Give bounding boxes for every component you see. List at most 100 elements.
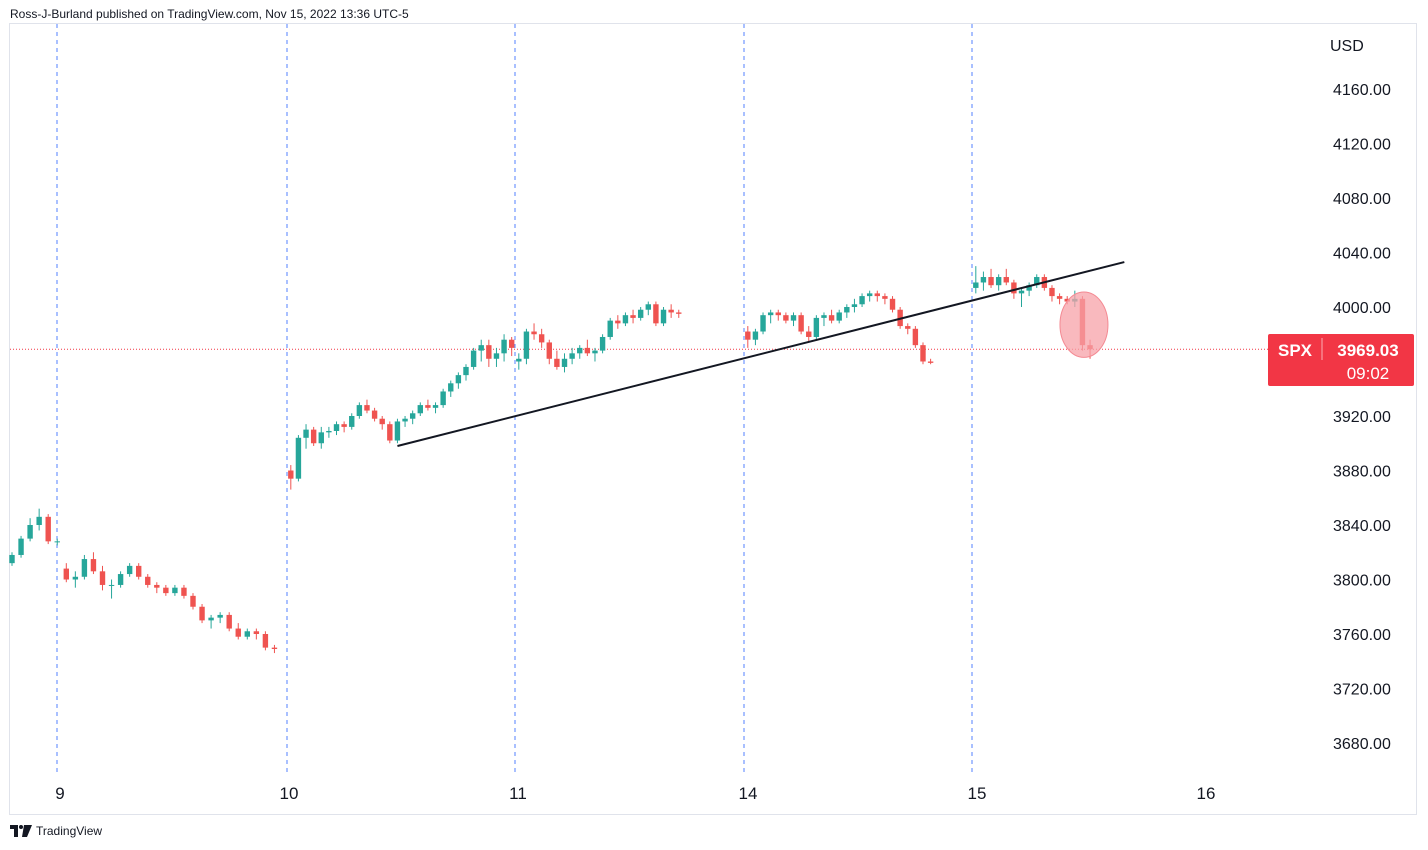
candle-body — [72, 576, 79, 580]
candle-body — [486, 345, 492, 359]
candle-body — [310, 429, 317, 444]
candle-body — [253, 631, 260, 634]
candle-body — [660, 309, 667, 324]
candle-body — [592, 350, 598, 354]
candle-body — [208, 617, 214, 621]
candle-body — [1018, 290, 1025, 294]
last-price-label: 3969.03 — [1337, 341, 1398, 360]
candle-body — [637, 309, 644, 318]
y-tick-label: 3680.00 — [1333, 736, 1391, 753]
candle-body — [836, 312, 842, 321]
candle-body — [181, 587, 187, 596]
candle-body — [288, 470, 294, 479]
candle-body — [538, 334, 545, 343]
candle-body — [295, 437, 302, 479]
candle-body — [326, 430, 332, 433]
candle-body — [99, 571, 106, 585]
candle-body — [463, 366, 469, 376]
candle-body — [920, 345, 926, 362]
candle-body — [318, 432, 324, 444]
candle-body — [371, 410, 378, 419]
tradingview-logo-icon[interactable] — [10, 825, 32, 837]
candle-body — [172, 587, 178, 594]
candle-body — [45, 516, 51, 542]
candle-body — [889, 298, 896, 310]
candle-body — [607, 320, 613, 337]
y-tick-label: 4160.00 — [1333, 82, 1391, 99]
highlight-ellipse — [1059, 291, 1109, 358]
candle-body — [760, 315, 766, 332]
candle-body — [1003, 277, 1009, 283]
x-tick-label: 11 — [509, 784, 527, 803]
candle-body — [409, 413, 416, 419]
candle-body — [630, 315, 636, 318]
candle-body — [813, 317, 820, 337]
candle-body — [417, 405, 423, 414]
candle-body — [394, 421, 401, 441]
candle-body — [615, 320, 621, 324]
candle-body — [341, 424, 347, 427]
candle-body — [988, 277, 994, 286]
candle-body — [622, 315, 629, 324]
y-tick-label: 3800.00 — [1333, 573, 1391, 590]
candle-body — [745, 331, 751, 340]
y-tick-label: 4120.00 — [1333, 137, 1391, 154]
candle-body — [516, 358, 522, 362]
candle-body — [117, 574, 124, 585]
candle-body — [54, 541, 60, 543]
candle-body — [190, 595, 196, 607]
candle-body — [432, 405, 439, 408]
candle-body — [90, 559, 97, 572]
candle-body — [806, 331, 812, 337]
candle-body — [584, 347, 591, 354]
candle-body — [226, 614, 232, 629]
candle-body — [783, 315, 789, 321]
candle-body — [645, 304, 651, 310]
candle-body — [356, 405, 363, 416]
candle-body — [387, 424, 393, 441]
y-tick-label: 3880.00 — [1333, 464, 1391, 481]
x-tick-label: 10 — [280, 784, 299, 803]
currency-label: USD — [1330, 38, 1364, 55]
publisher-header: Ross-J-Burland published on TradingView.… — [10, 7, 409, 21]
x-tick-label: 16 — [1197, 784, 1216, 803]
candle-body — [1026, 285, 1032, 291]
candle-body — [874, 293, 880, 297]
candle-body — [1011, 282, 1017, 294]
x-tick-label: 9 — [55, 784, 64, 803]
candle-body — [244, 631, 250, 637]
candle-body — [9, 554, 15, 564]
candle-body — [36, 516, 42, 525]
candle-body — [1034, 277, 1040, 286]
candle-body — [866, 293, 873, 297]
candle-body — [27, 525, 33, 539]
candle-body — [905, 326, 911, 329]
candle-body — [425, 405, 431, 408]
candle-body — [561, 358, 568, 367]
candle-body — [126, 565, 133, 575]
candle-body — [470, 350, 477, 367]
candle-body — [569, 353, 575, 359]
y-tick-label: 4000.00 — [1333, 300, 1391, 317]
candle-body — [199, 606, 205, 621]
candle-body — [136, 565, 142, 577]
candle-body — [81, 559, 88, 577]
candle-body — [145, 576, 151, 585]
candle-body — [995, 277, 1002, 286]
candle-body — [349, 416, 355, 427]
footer-brand[interactable]: TradingView — [36, 824, 103, 838]
candle-body — [973, 282, 979, 288]
candle-body — [271, 647, 278, 649]
candle-body — [912, 328, 919, 346]
candle-body — [790, 315, 797, 321]
y-tick-label: 3760.00 — [1333, 627, 1391, 644]
candle-body — [546, 342, 552, 359]
candle-body — [828, 315, 835, 321]
candle-body — [508, 339, 515, 348]
candle-body — [653, 304, 659, 324]
candle-body — [1056, 296, 1063, 299]
candle-body — [478, 345, 484, 351]
candle-body — [455, 375, 462, 384]
candle-body — [851, 304, 858, 307]
